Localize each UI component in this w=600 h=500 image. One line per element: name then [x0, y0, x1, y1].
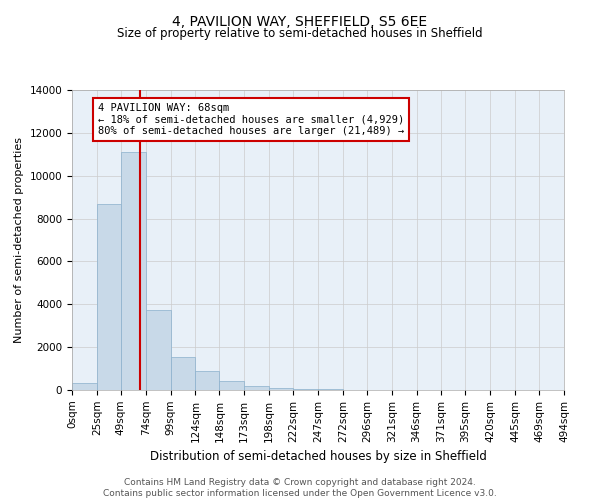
- Bar: [293, 388, 318, 390]
- Text: 4 PAVILION WAY: 68sqm
← 18% of semi-detached houses are smaller (4,929)
80% of s: 4 PAVILION WAY: 68sqm ← 18% of semi-deta…: [98, 103, 404, 136]
- Bar: [170, 357, 196, 390]
- Bar: [121, 152, 146, 390]
- Bar: [196, 370, 220, 390]
- Text: 4, PAVILION WAY, SHEFFIELD, S5 6EE: 4, PAVILION WAY, SHEFFIELD, S5 6EE: [172, 15, 428, 29]
- X-axis label: Distribution of semi-detached houses by size in Sheffield: Distribution of semi-detached houses by …: [149, 450, 487, 463]
- Bar: [72, 382, 97, 390]
- Bar: [97, 204, 121, 390]
- Bar: [146, 310, 170, 390]
- Text: Size of property relative to semi-detached houses in Sheffield: Size of property relative to semi-detach…: [117, 28, 483, 40]
- Bar: [220, 381, 244, 390]
- Y-axis label: Number of semi-detached properties: Number of semi-detached properties: [14, 137, 24, 343]
- Text: Contains HM Land Registry data © Crown copyright and database right 2024.
Contai: Contains HM Land Registry data © Crown c…: [103, 478, 497, 498]
- Bar: [244, 386, 269, 390]
- Bar: [269, 388, 293, 390]
